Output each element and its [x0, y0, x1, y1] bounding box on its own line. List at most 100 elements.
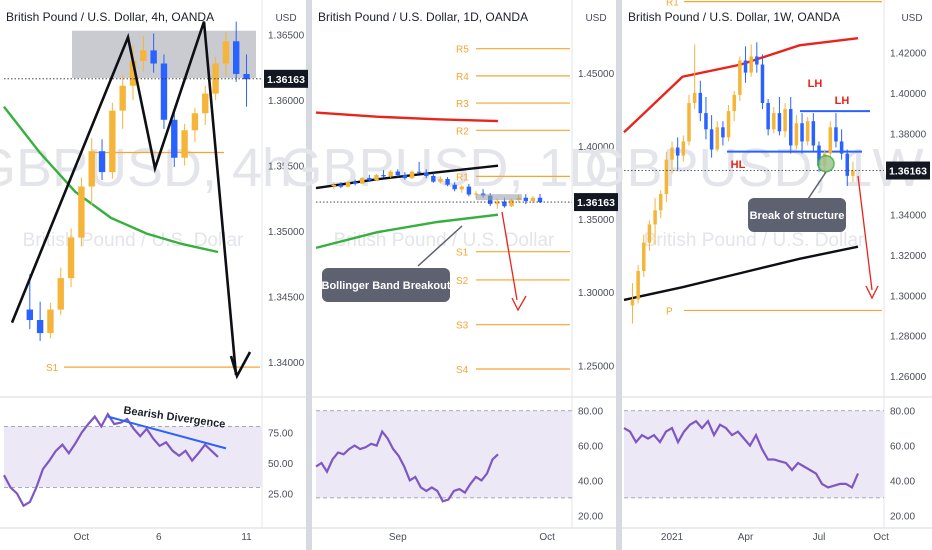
price-tick-label: 1.34000	[268, 358, 305, 369]
candle-body	[495, 201, 500, 204]
watermark-name: British Pound / U.S. Dollar	[334, 230, 555, 251]
candle-body	[777, 113, 782, 132]
price-tick-label: 1.30000	[890, 291, 927, 302]
candle-body	[98, 151, 106, 173]
rsi-tick-label: 60.00	[578, 442, 603, 453]
pivot-label: S1	[456, 248, 469, 259]
candle-body	[509, 199, 514, 207]
candle-body	[530, 197, 536, 201]
candle-body	[800, 123, 804, 142]
candle-body	[630, 299, 635, 306]
candle-body	[811, 121, 816, 146]
candle-body	[57, 278, 64, 310]
candle-body	[191, 113, 199, 131]
candle-body	[438, 179, 443, 182]
candle-body	[473, 193, 479, 195]
projection-line	[501, 211, 518, 301]
panel-4h: GBPUSD, 4h British Pound / U.S. Dollar Bri…	[0, 0, 312, 550]
watermark-symbol: GBPUSD, 1D	[280, 138, 607, 198]
candle-body	[150, 50, 157, 64]
time-label: 6	[156, 532, 162, 543]
chart-title: British Pound / U.S. Dollar, 4h, OANDA	[6, 10, 214, 24]
rsi-tick-label: 60.00	[890, 442, 915, 453]
pivot-label: R4	[456, 72, 469, 83]
chart-title: British Pound / U.S. Dollar, 1D, OANDA	[318, 10, 528, 24]
ma-green-line	[315, 213, 499, 250]
price-tick-label: 1.25000	[578, 361, 615, 372]
candle-body	[647, 224, 652, 243]
candle-body	[760, 64, 765, 103]
candle-body	[459, 186, 464, 190]
candle-body	[749, 56, 753, 73]
candle-body	[352, 182, 358, 184]
candle-body	[331, 184, 336, 187]
candle-body	[431, 175, 436, 182]
candle-body	[160, 63, 168, 120]
candle-body	[360, 177, 365, 184]
candle-body	[788, 109, 793, 146]
candle-body	[828, 127, 833, 154]
rsi-tick-label: 20.00	[890, 511, 915, 522]
rsi-tick-label: 20.00	[578, 511, 603, 522]
rsi-tick-label: 25.00	[268, 490, 293, 501]
price-tick-label: 1.40000	[578, 142, 615, 153]
currency-label: USD	[901, 13, 922, 24]
candle-body	[445, 179, 450, 185]
rsi-line	[623, 419, 860, 489]
structure-label: HL	[731, 159, 746, 171]
panel-1w: GBPUSD, 1W British Pound / U.S. Dollar Bri…	[584, 0, 932, 550]
panel-1d: GBPUSD, 1D British Pound / U.S. Dollar Bri…	[280, 0, 622, 550]
panel-gutter	[616, 0, 622, 550]
pivot-label: R3	[456, 99, 469, 110]
candle-body	[772, 113, 776, 130]
price-tick-label: 1.30000	[578, 288, 615, 299]
ma-black-line	[623, 245, 859, 302]
candle-body	[642, 242, 646, 271]
callout-label: Break of structure	[750, 210, 845, 222]
candle-body	[222, 41, 230, 64]
watermark-symbol: GBPUSD, 1W	[584, 138, 923, 198]
candle-body	[338, 184, 344, 187]
candle-body	[367, 177, 372, 181]
pivot-label: S2	[456, 276, 469, 287]
pivot-label: R5	[456, 45, 469, 56]
currency-label: USD	[585, 13, 606, 24]
candle-body	[409, 171, 415, 179]
price-tick-label: 1.38000	[890, 129, 927, 140]
candle-body	[675, 147, 680, 156]
candle-body	[424, 172, 429, 176]
ma-red-line	[315, 111, 499, 123]
price-tick-label: 1.36000	[268, 96, 305, 107]
chart-title: British Pound / U.S. Dollar, 1W, OANDA	[628, 10, 840, 24]
rsi-band	[316, 410, 572, 498]
projection-arrow-head	[865, 285, 879, 300]
candle-body	[243, 73, 250, 80]
last-price-value: 1.36163	[267, 74, 305, 86]
last-price-tag	[886, 161, 930, 180]
time-label: Sep	[389, 532, 407, 543]
time-label: Apr	[738, 532, 754, 543]
candle-body	[36, 320, 44, 334]
candle-body	[26, 309, 33, 321]
rsi-band	[4, 426, 262, 488]
candle-body	[721, 127, 725, 138]
candle-body	[664, 159, 669, 195]
candle-body	[388, 171, 393, 177]
time-label: 11	[241, 532, 252, 543]
breakout-zone	[476, 194, 522, 201]
candle-body	[47, 309, 54, 334]
price-tick-label: 1.34000	[890, 210, 927, 221]
structure-label: LH	[835, 95, 850, 107]
callout-label: Bollinger Band Breakout	[322, 280, 451, 292]
candle-body	[851, 170, 855, 176]
candle-body	[738, 60, 742, 95]
candle-body	[726, 111, 731, 138]
candle-body	[805, 121, 810, 142]
time-label: Oct	[539, 532, 555, 543]
pivot-label: R2	[456, 126, 469, 137]
callout-pointer	[805, 171, 827, 203]
candle-body	[687, 102, 691, 142]
pivot-label: R1	[666, 0, 679, 9]
